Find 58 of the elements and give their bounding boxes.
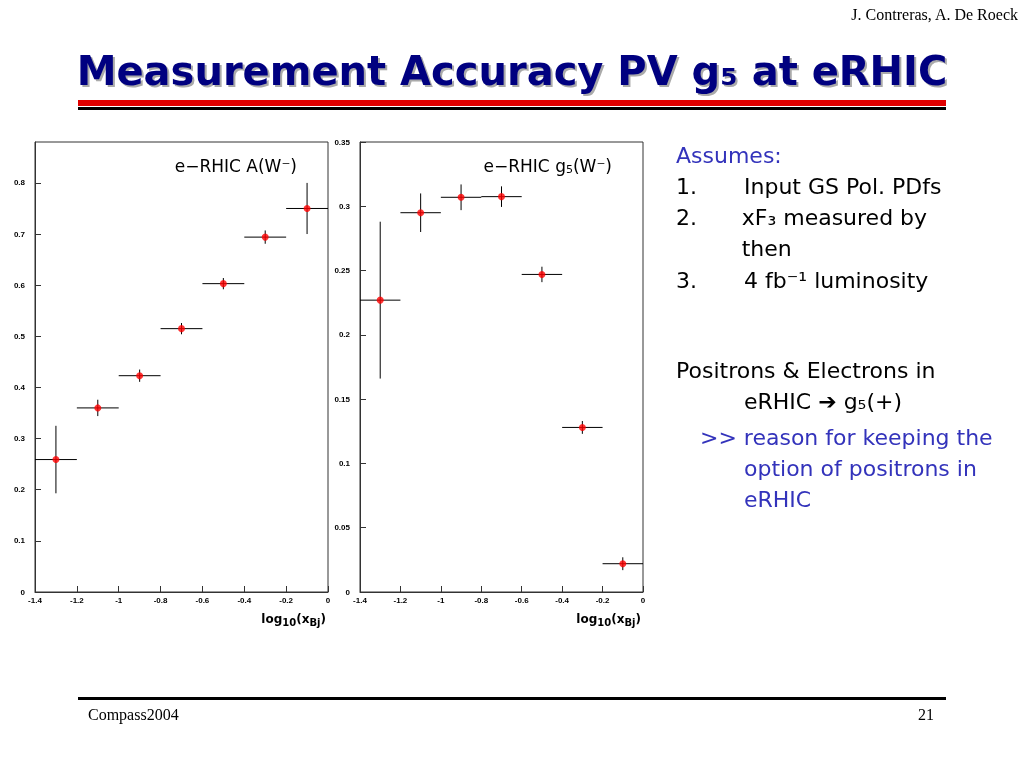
x-tick-label: -0.2: [279, 595, 294, 605]
point: [619, 560, 627, 568]
point: [52, 456, 60, 464]
x-tick-label: -0.2: [595, 595, 611, 605]
y-tick-label: 0.35: [334, 137, 351, 147]
y-tick-label: 0.05: [334, 523, 351, 533]
text: e−RHIC A(W⁻): [174, 155, 297, 176]
point: [376, 296, 384, 304]
x-tick-label: -0.4: [237, 595, 252, 605]
y-tick-label: 0.25: [334, 266, 351, 276]
x-tick-label: -0.4: [555, 595, 570, 605]
x-tick-label: -1: [115, 595, 123, 605]
point: [417, 209, 425, 217]
y-tick-label: 0.8: [13, 178, 26, 188]
y-tick-label: 0.15: [334, 394, 351, 404]
x-tick-label: -1.2: [393, 595, 408, 605]
y-tick-label: 0.6: [13, 280, 26, 290]
text: Compass2004: [88, 706, 179, 724]
text: 21: [918, 706, 934, 724]
x-axis-title: log$_{10}$(x$_{Bj}$): [261, 611, 326, 628]
y-tick-label: 0: [20, 587, 26, 597]
point: [578, 423, 586, 431]
text: J. Contreras, A. De Roeck: [851, 6, 1018, 24]
point: [94, 404, 102, 412]
text: Measurement Accuracy PV g₅ at eRHIC: [75, 48, 949, 94]
y-tick-label: 0.3: [13, 434, 26, 444]
x-tick-label: -1.4: [28, 595, 43, 605]
x-tick-label: -1: [437, 595, 445, 605]
x-tick-label: 0: [325, 595, 331, 605]
text: Positrons & Electrons in eRHIC ➔ g₅(+): [676, 357, 937, 416]
point: [457, 193, 465, 201]
y-tick-label: 0.4: [13, 382, 26, 392]
y-tick-label: 0.1: [338, 458, 351, 468]
y-tick-label: 0: [345, 587, 351, 597]
text: Assumes:: [676, 142, 782, 170]
x-tick-label: -0.6: [195, 595, 210, 605]
text: 2. xF₃ measured by then: [676, 205, 928, 261]
y-tick-label: 0.7: [13, 229, 26, 239]
text: 1. Input GS Pol. PDfs: [676, 174, 942, 199]
x-axis-title: log$_{10}$(x$_{Bj}$): [576, 611, 641, 628]
text: >> reason for keeping the option of positrons in eRHIC: [700, 424, 994, 514]
y-tick-label: 0.2: [13, 485, 26, 495]
y-tick-label: 0.5: [13, 331, 26, 341]
point: [498, 193, 505, 201]
x-tick-label: -0.8: [153, 595, 169, 605]
y-tick-label: 0.1: [13, 536, 26, 546]
y-tick-label: 0.3: [338, 201, 351, 211]
point: [261, 233, 269, 241]
x-tick-label: -0.8: [474, 595, 489, 605]
text: e−RHIC g5(W⁻): [483, 155, 612, 176]
x-tick-label: 0: [640, 595, 646, 605]
point: [303, 204, 311, 212]
point: [538, 270, 546, 278]
x-tick-label: -1.4: [353, 595, 368, 605]
x-tick-label: -0.6: [514, 595, 530, 605]
y-tick-label: 0.2: [338, 330, 351, 340]
x-tick-label: -1.2: [69, 595, 85, 605]
text: 3. 4 fb⁻¹ luminosity: [676, 268, 929, 293]
